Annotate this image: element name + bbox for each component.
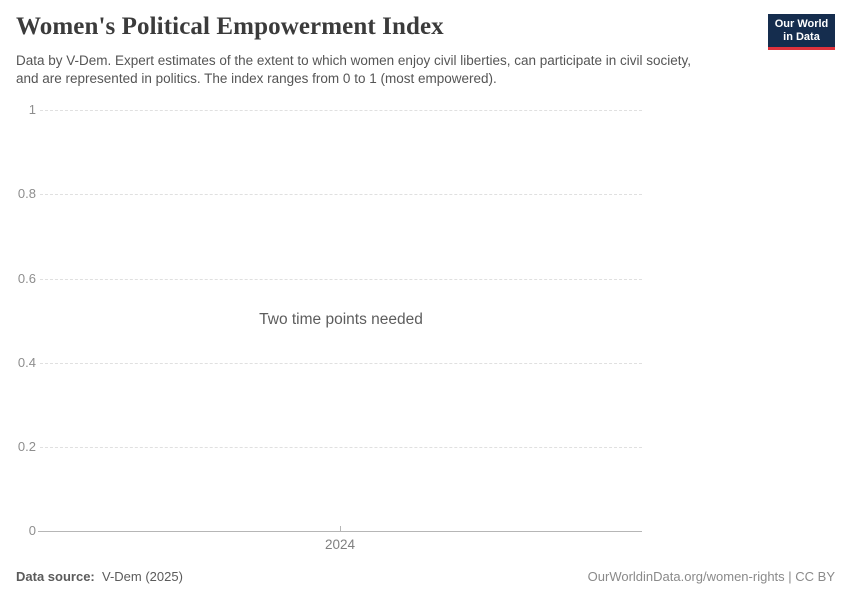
y-axis-tick-label: 0.6 <box>17 271 36 286</box>
data-source-label: Data source: <box>16 569 95 584</box>
y-axis-tick-label: 0.4 <box>17 355 36 370</box>
owid-logo[interactable]: Our World in Data <box>768 14 835 50</box>
gridline <box>40 110 642 111</box>
gridline <box>40 279 642 280</box>
data-source: Data source: V-Dem (2025) <box>16 569 183 584</box>
data-source-value[interactable]: V-Dem (2025) <box>102 569 183 584</box>
x-axis-tick <box>340 526 341 531</box>
owid-logo-line2: in Data <box>783 31 820 43</box>
y-axis-tick-label: 0.8 <box>17 186 36 201</box>
y-axis-tick-label: 0 <box>28 523 36 538</box>
gridline <box>40 447 642 448</box>
empty-state-message: Two time points needed <box>259 311 423 328</box>
chart-subtitle: Data by V-Dem. Expert estimates of the e… <box>16 53 692 86</box>
page-title: Women's Political Empowerment Index <box>16 13 444 40</box>
owid-logo-line1: Our World <box>774 18 829 30</box>
footer-link[interactable]: OurWorldinData.org/women-rights | CC BY <box>587 569 835 584</box>
x-axis-line <box>38 531 642 532</box>
gridline <box>40 194 642 195</box>
y-axis-tick-label: 1 <box>28 102 36 117</box>
gridline <box>40 363 642 364</box>
y-axis-tick-label: 0.2 <box>17 439 36 454</box>
x-axis-tick-label: 2024 <box>324 537 356 552</box>
